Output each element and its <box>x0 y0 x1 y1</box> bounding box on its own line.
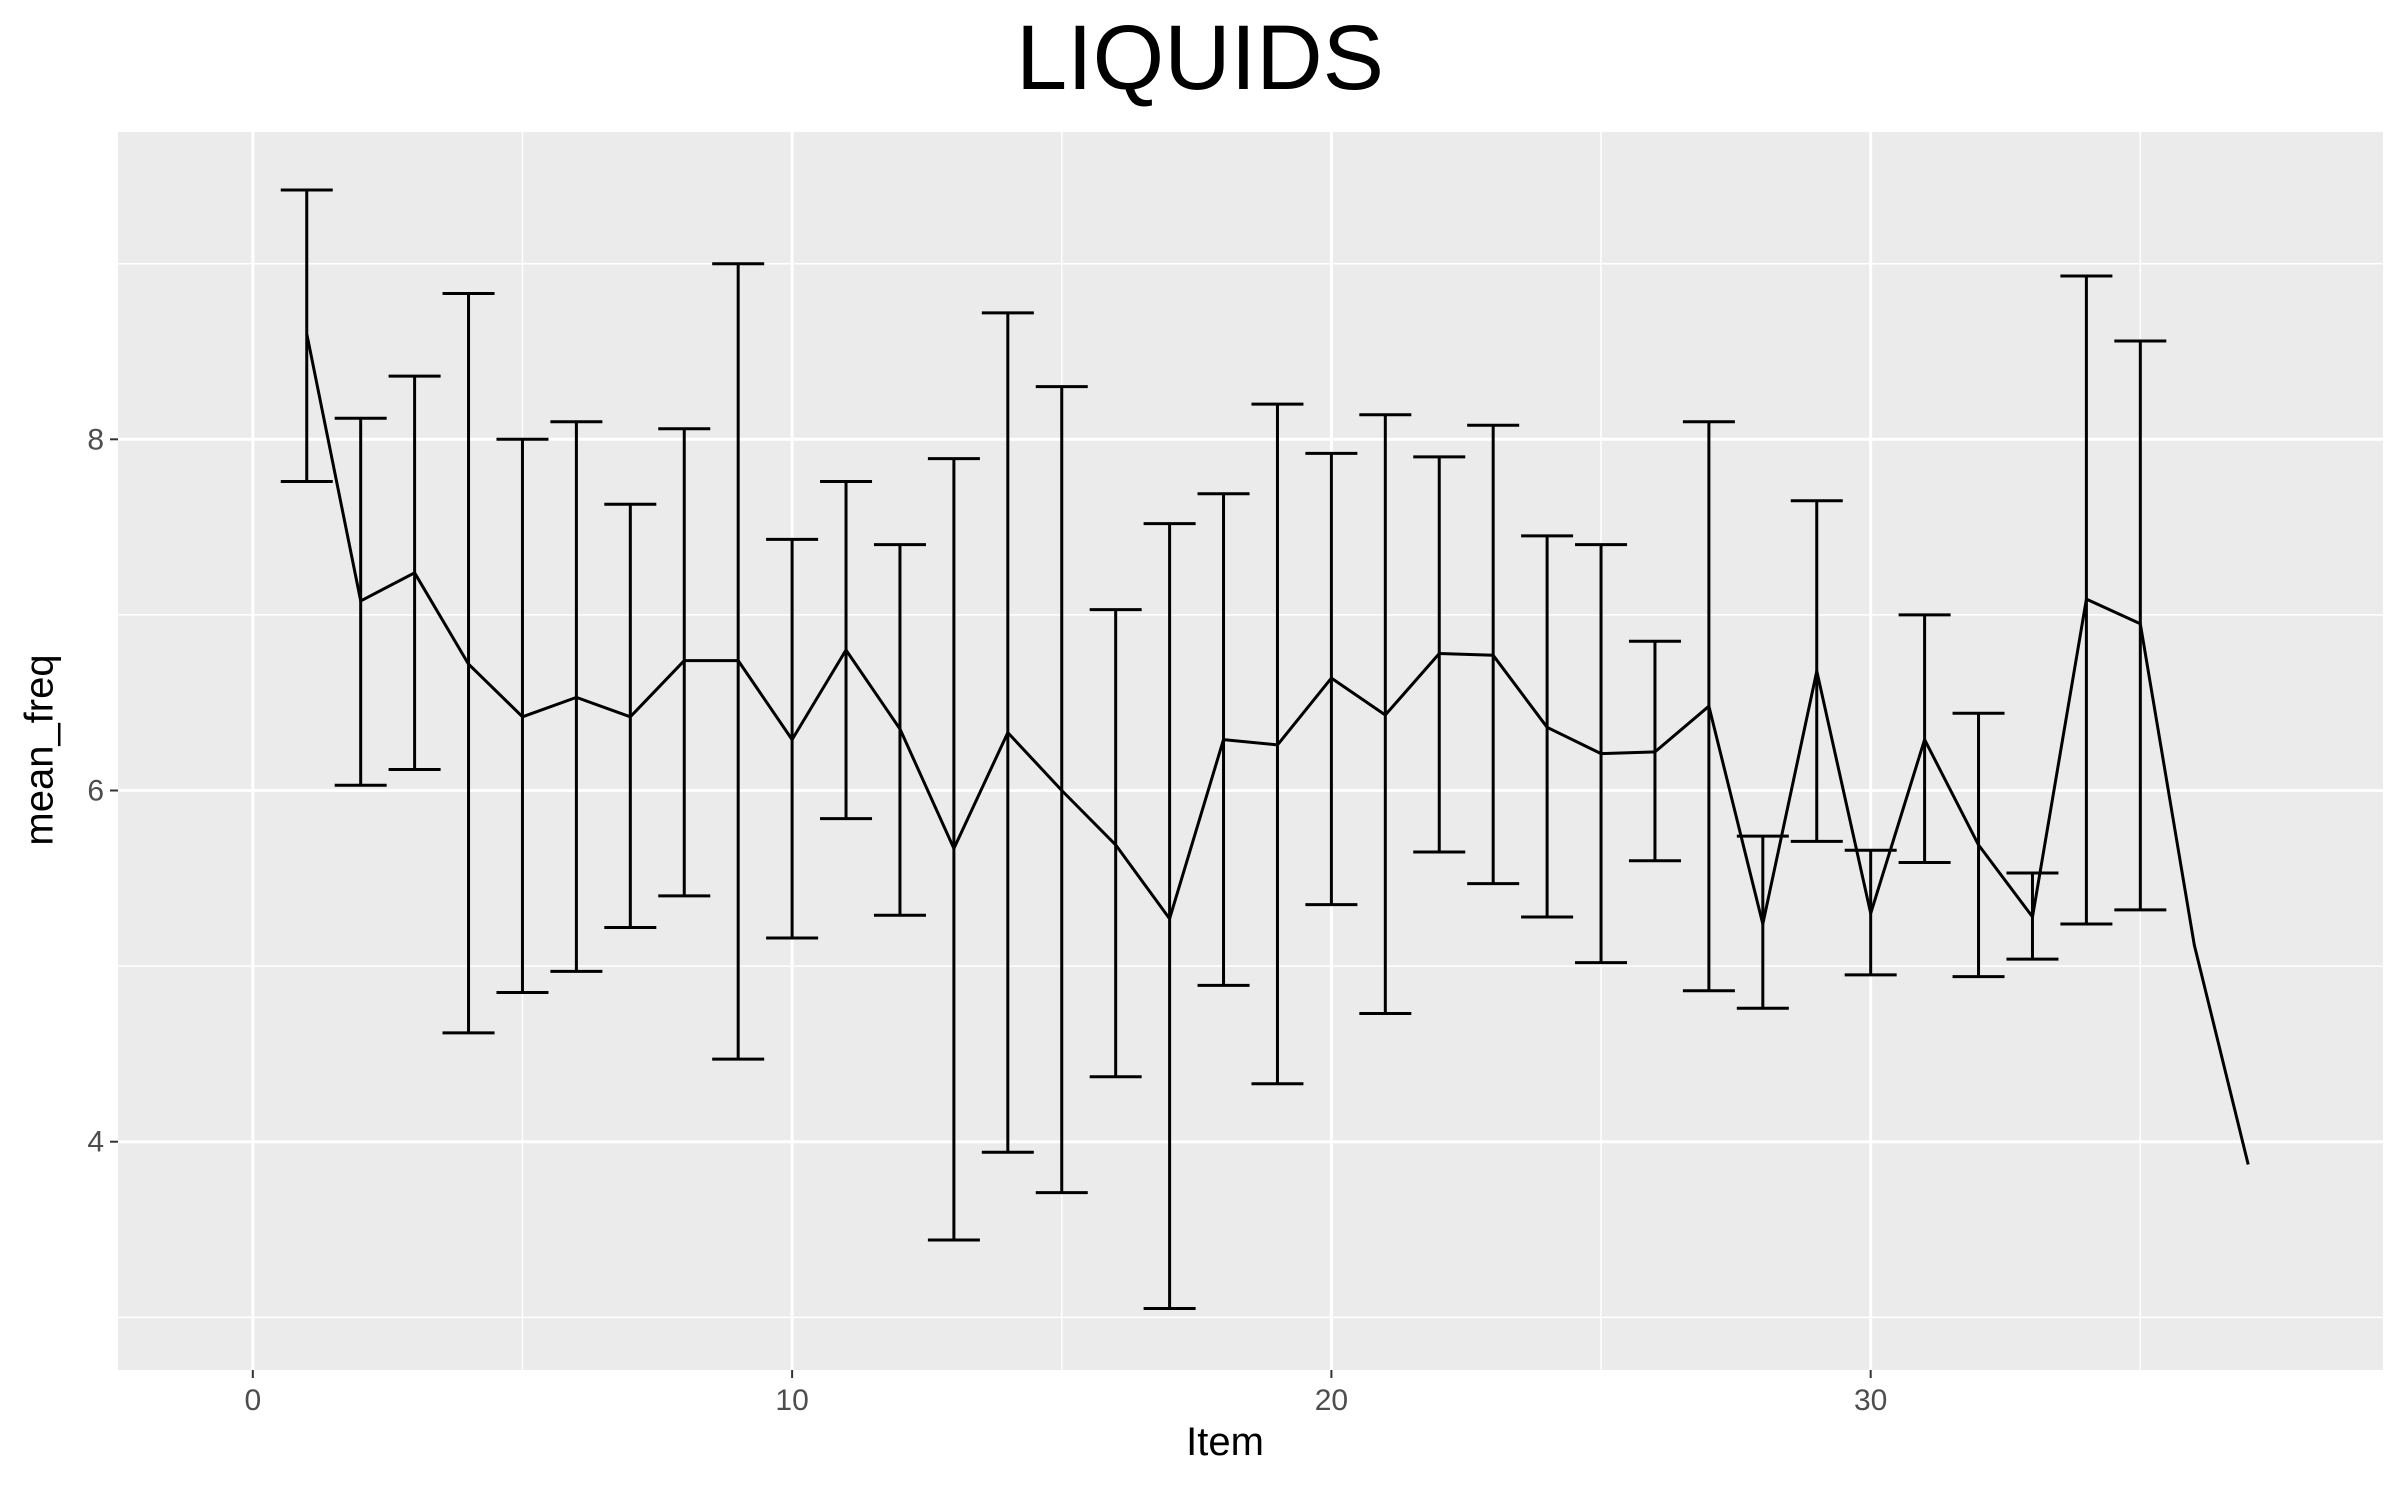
y-tick-label: 6 <box>87 775 104 808</box>
x-tick-label: 10 <box>775 1384 808 1417</box>
x-tick-label: 20 <box>1315 1384 1348 1417</box>
series-line <box>305 333 2250 1165</box>
panel-background <box>118 132 2383 1370</box>
chart-title: LIQUIDS <box>1015 7 1385 109</box>
y-tick-label: 8 <box>87 423 104 456</box>
axes: 0 10 20 30 4 6 8 <box>87 423 1887 1417</box>
x-tick-label: 0 <box>244 1384 261 1417</box>
series-line-group <box>305 333 2250 1165</box>
y-tick-label: 4 <box>87 1126 104 1159</box>
x-tick-label: 30 <box>1854 1384 1887 1417</box>
x-axis-label: Item <box>1186 1420 1264 1464</box>
